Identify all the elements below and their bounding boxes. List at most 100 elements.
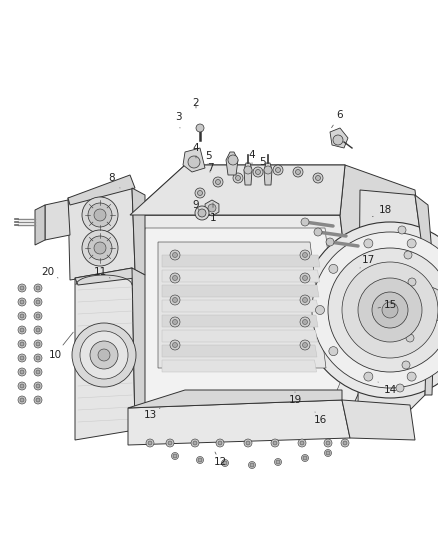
Polygon shape — [226, 152, 238, 175]
Text: 2: 2 — [193, 98, 199, 108]
Polygon shape — [35, 205, 45, 245]
Circle shape — [302, 222, 438, 398]
Circle shape — [173, 253, 177, 257]
Circle shape — [20, 398, 24, 402]
Circle shape — [90, 341, 118, 369]
Circle shape — [34, 354, 42, 362]
Text: 5: 5 — [205, 151, 211, 164]
Circle shape — [170, 250, 180, 260]
Text: 15: 15 — [378, 300, 397, 310]
Circle shape — [314, 228, 322, 236]
Circle shape — [300, 317, 310, 327]
Circle shape — [404, 251, 412, 259]
Text: 3: 3 — [175, 112, 181, 128]
Circle shape — [303, 319, 307, 325]
Polygon shape — [130, 165, 345, 215]
Circle shape — [264, 166, 272, 174]
Circle shape — [98, 349, 110, 361]
Polygon shape — [415, 195, 435, 395]
Circle shape — [34, 284, 42, 292]
Circle shape — [213, 177, 223, 187]
Circle shape — [146, 439, 154, 447]
Circle shape — [80, 331, 128, 379]
Text: 12: 12 — [213, 452, 226, 467]
Circle shape — [244, 166, 252, 174]
Polygon shape — [205, 200, 219, 216]
Circle shape — [88, 236, 112, 260]
Circle shape — [228, 155, 238, 165]
Circle shape — [18, 340, 26, 348]
Polygon shape — [162, 300, 318, 312]
Circle shape — [34, 312, 42, 320]
Circle shape — [250, 463, 254, 467]
Circle shape — [329, 264, 338, 273]
Circle shape — [326, 451, 330, 455]
Circle shape — [198, 209, 206, 217]
Polygon shape — [120, 215, 360, 435]
Circle shape — [36, 342, 40, 346]
Circle shape — [20, 370, 24, 374]
Text: 13: 13 — [143, 408, 160, 420]
Circle shape — [300, 340, 310, 350]
Text: 4: 4 — [193, 143, 199, 158]
Circle shape — [296, 169, 300, 174]
Circle shape — [215, 180, 220, 184]
Circle shape — [34, 382, 42, 390]
Circle shape — [222, 459, 229, 466]
Circle shape — [173, 343, 177, 348]
Circle shape — [313, 173, 323, 183]
Circle shape — [72, 323, 136, 387]
Polygon shape — [264, 163, 272, 185]
Circle shape — [191, 439, 199, 447]
Circle shape — [94, 242, 106, 254]
Circle shape — [18, 326, 26, 334]
Circle shape — [341, 439, 349, 447]
Circle shape — [293, 167, 303, 177]
Circle shape — [195, 206, 209, 220]
Circle shape — [396, 384, 404, 392]
Circle shape — [20, 356, 24, 360]
Text: 8: 8 — [109, 173, 120, 188]
Circle shape — [198, 458, 202, 462]
Circle shape — [328, 248, 438, 372]
Circle shape — [303, 276, 307, 280]
Polygon shape — [162, 360, 317, 372]
Circle shape — [172, 453, 179, 459]
Circle shape — [300, 295, 310, 305]
Polygon shape — [183, 148, 205, 172]
Circle shape — [324, 439, 332, 447]
Circle shape — [325, 449, 332, 456]
Text: 1: 1 — [210, 203, 216, 223]
Circle shape — [34, 368, 42, 376]
Circle shape — [18, 354, 26, 362]
Text: 20: 20 — [42, 267, 58, 278]
Circle shape — [276, 167, 280, 173]
Polygon shape — [128, 400, 350, 445]
Circle shape — [303, 297, 307, 303]
Polygon shape — [162, 285, 319, 297]
Text: 19: 19 — [288, 392, 302, 405]
Polygon shape — [342, 400, 415, 440]
Polygon shape — [132, 268, 145, 435]
Circle shape — [20, 384, 24, 388]
Text: 7: 7 — [207, 163, 213, 173]
Circle shape — [402, 279, 438, 331]
Circle shape — [408, 306, 416, 314]
Polygon shape — [162, 255, 320, 267]
Circle shape — [36, 370, 40, 374]
Text: 5: 5 — [259, 157, 265, 170]
Circle shape — [364, 372, 373, 381]
Circle shape — [34, 340, 42, 348]
Text: 6: 6 — [332, 110, 343, 128]
Circle shape — [333, 135, 343, 145]
Circle shape — [300, 273, 310, 283]
Circle shape — [88, 203, 112, 227]
Text: 17: 17 — [360, 255, 374, 268]
Circle shape — [275, 458, 282, 465]
Circle shape — [20, 286, 24, 290]
Circle shape — [410, 287, 438, 323]
Circle shape — [168, 441, 172, 445]
Circle shape — [343, 441, 347, 445]
Circle shape — [20, 314, 24, 318]
Polygon shape — [340, 165, 425, 395]
